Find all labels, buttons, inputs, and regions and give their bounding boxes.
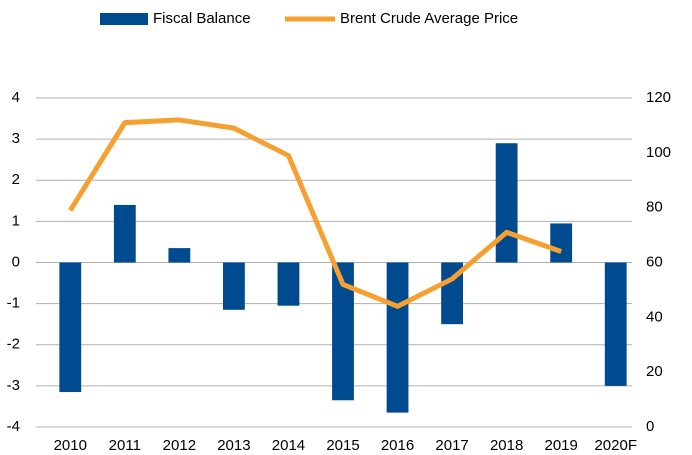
- x-tick-label: 2011: [109, 437, 141, 454]
- y2-tick-label: 60: [646, 253, 663, 270]
- y-tick-label: 4: [12, 89, 20, 106]
- line: [68, 117, 563, 309]
- x-tick-label: 2015: [326, 437, 359, 454]
- x-tick-label: 2014: [272, 437, 305, 454]
- bar: [495, 143, 518, 263]
- y-tick-label: 0: [12, 253, 20, 270]
- x-tick-label: 2010: [54, 437, 87, 454]
- bar: [550, 223, 573, 263]
- x-tick-label: 2012: [163, 437, 196, 454]
- y2-tick-label: 40: [646, 308, 663, 325]
- y-tick-label: -1: [7, 295, 20, 312]
- bar: [168, 248, 191, 263]
- y-tick-label: -3: [7, 377, 20, 394]
- y2-tick-label: 0: [646, 418, 654, 435]
- bar: [277, 262, 300, 306]
- x-tick-label: 2020F: [594, 437, 637, 454]
- y2-tick-label: 20: [646, 363, 663, 380]
- y-tick-label: 2: [12, 171, 20, 188]
- y2-tick-label: 80: [646, 199, 663, 216]
- bar: [441, 262, 463, 325]
- x-tick-label: 2016: [381, 437, 414, 454]
- bar: [59, 262, 82, 393]
- x-tick-label: 2018: [490, 437, 523, 454]
- legend-swatch: [100, 13, 148, 25]
- bar: [223, 262, 245, 310]
- bar: [386, 262, 409, 413]
- x-tick-label: 2013: [217, 437, 250, 454]
- legend-label: Fiscal Balance: [153, 10, 251, 27]
- y-tick-label: -4: [7, 418, 20, 435]
- bar: [332, 262, 354, 401]
- x-tick-label: 2019: [544, 437, 577, 454]
- y-tick-label: 1: [12, 212, 20, 229]
- y2-tick-label: 100: [646, 144, 671, 161]
- bar: [604, 262, 627, 386]
- y-tick-label: -2: [7, 336, 20, 353]
- y-tick-label: 3: [12, 130, 20, 147]
- x-tick-label: 2017: [435, 437, 468, 454]
- bar: [113, 204, 136, 263]
- legend-label: Brent Crude Average Price: [340, 10, 518, 27]
- y2-tick-label: 120: [646, 89, 671, 106]
